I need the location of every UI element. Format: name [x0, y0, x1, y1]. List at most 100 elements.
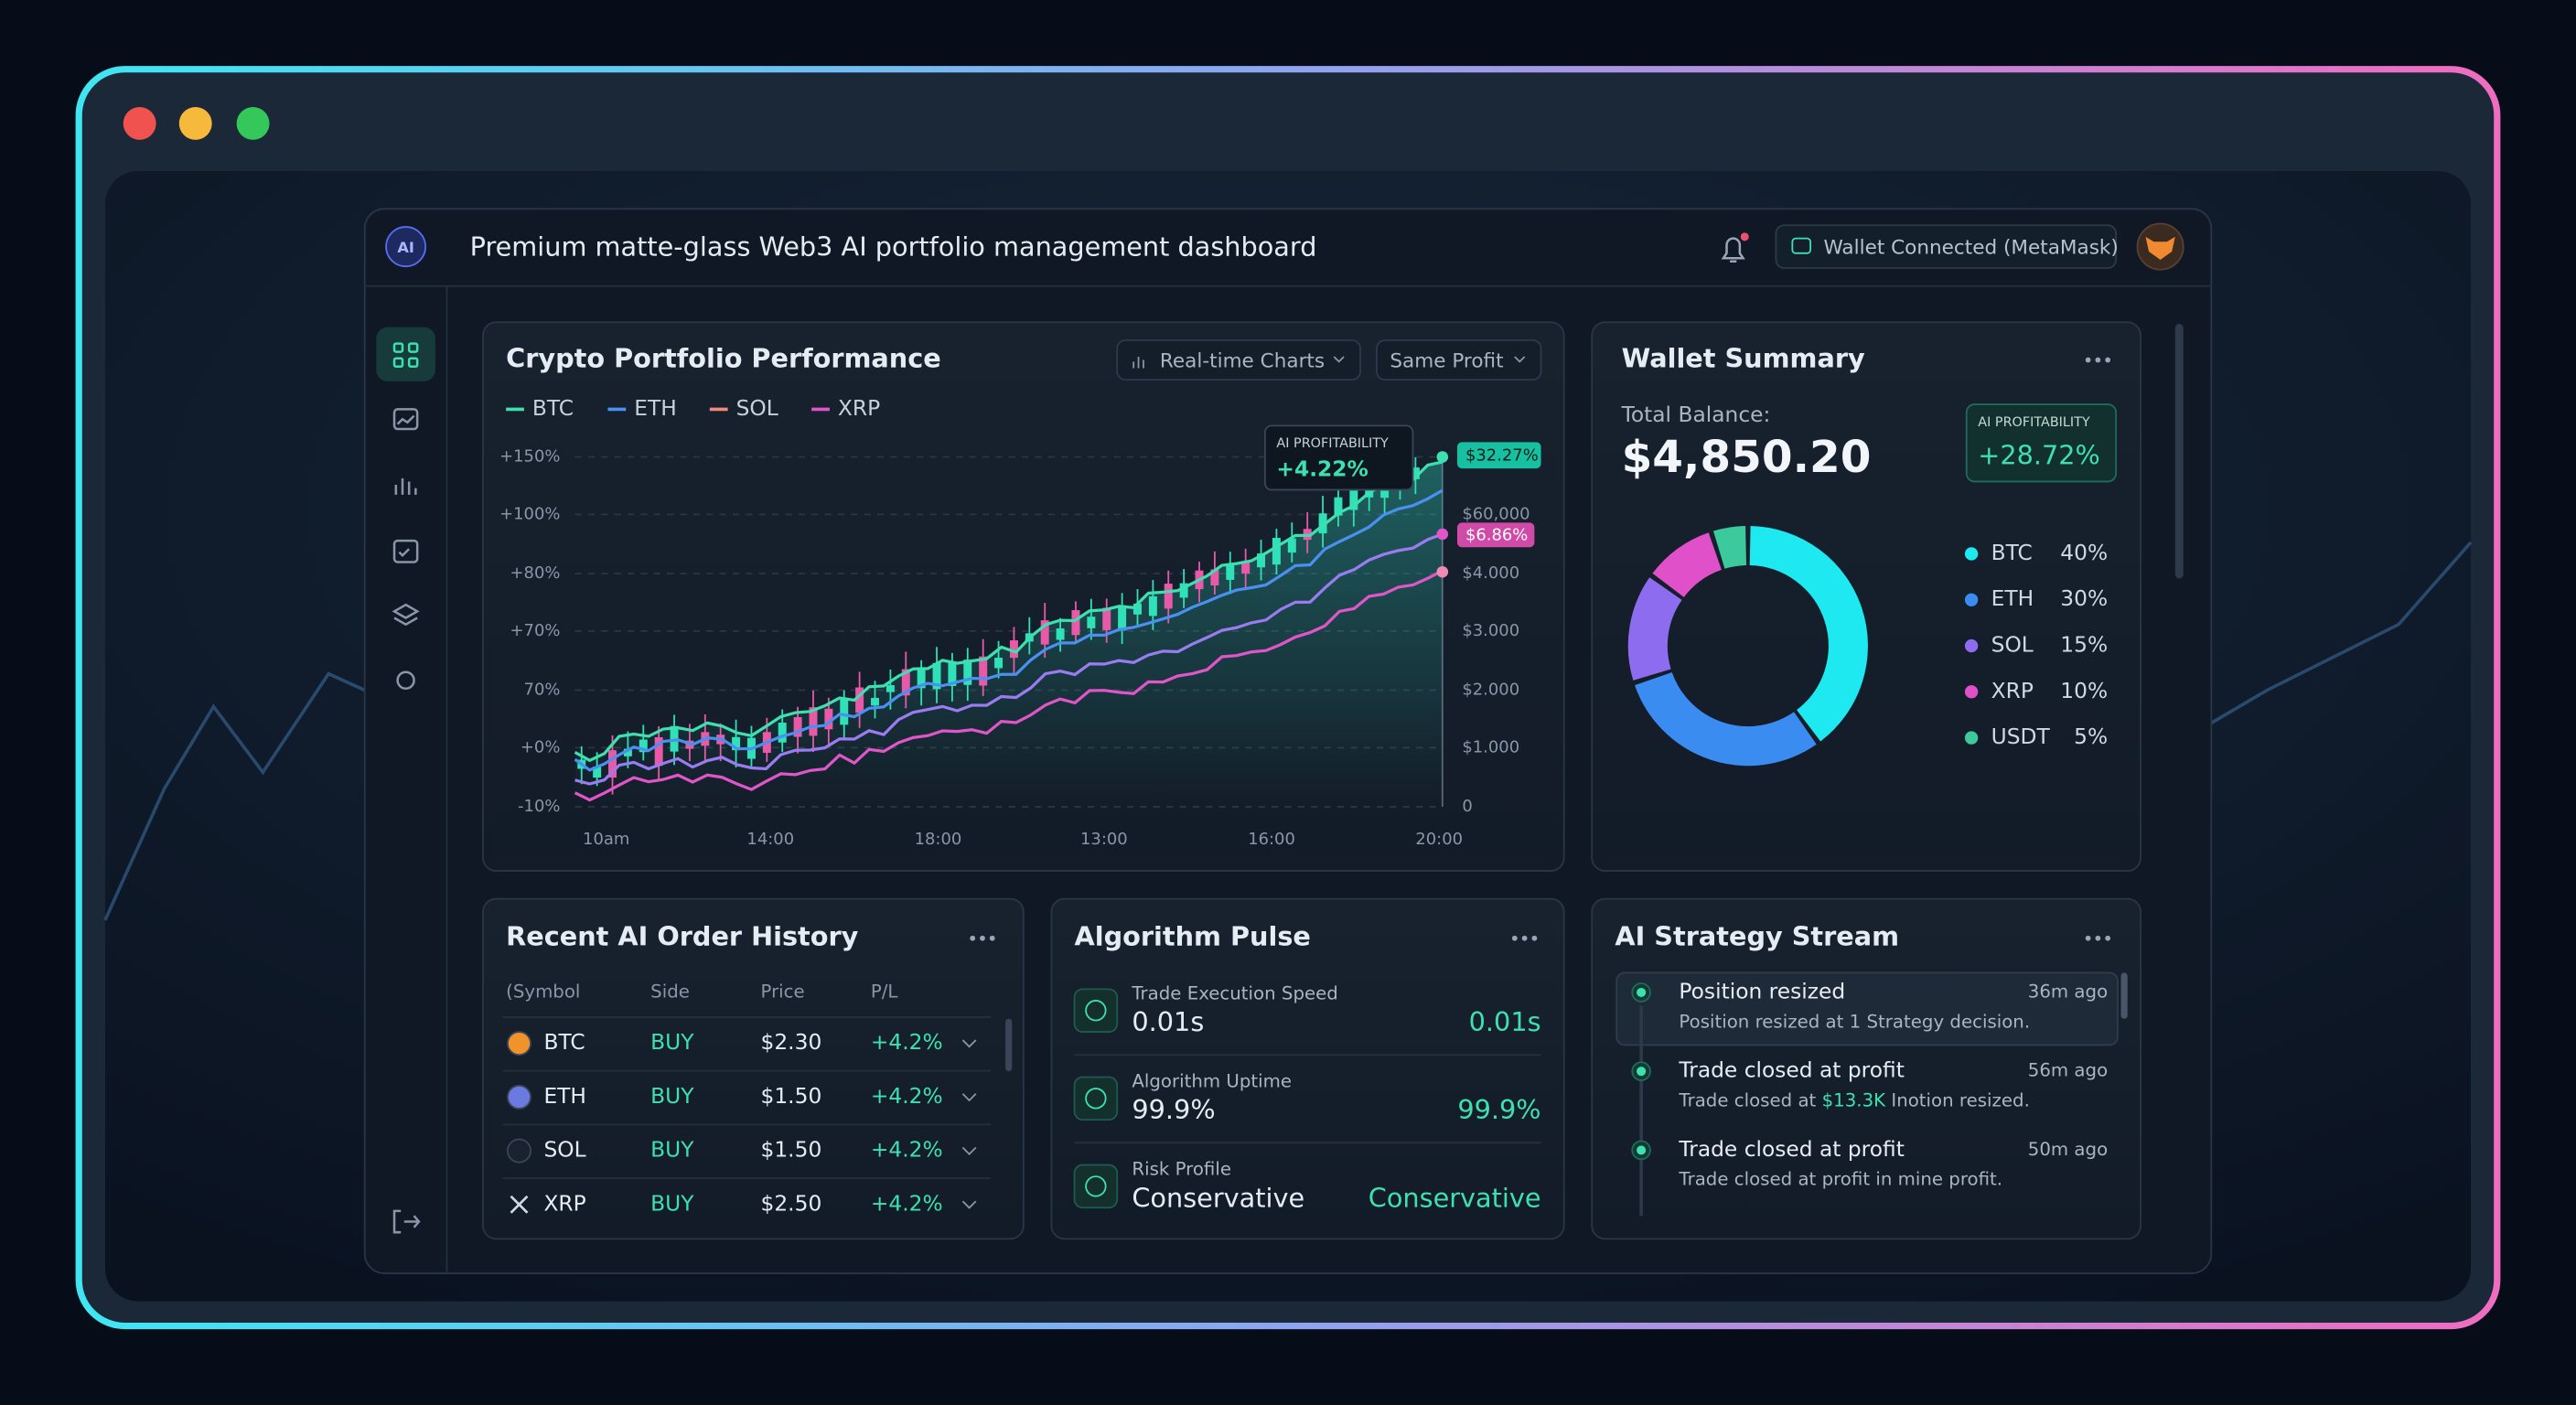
- dropdown-label: Real-time Charts: [1160, 349, 1325, 372]
- nav-logout[interactable]: [392, 1209, 421, 1234]
- more-dot[interactable]: [2095, 935, 2101, 941]
- stream-dot-core: [1637, 987, 1647, 998]
- candle: [824, 708, 833, 730]
- candle: [793, 716, 802, 737]
- logo: [385, 226, 427, 268]
- order-cell: +4.2%: [871, 1083, 943, 1109]
- candle: [948, 661, 957, 686]
- order-cell: +4.2%: [871, 1029, 943, 1055]
- orders-scrollbar: [1005, 1018, 1013, 1072]
- candle: [1164, 584, 1173, 609]
- more-dot[interactable]: [2095, 357, 2101, 363]
- bell-icon[interactable]: [1721, 237, 1745, 263]
- legend-label: XRP: [838, 395, 880, 421]
- more-dot[interactable]: [1511, 935, 1518, 941]
- candle: [1102, 607, 1111, 630]
- more-dot[interactable]: [2085, 935, 2091, 941]
- stream-desc-part: Position resized at 1 Strategy decision.: [1679, 1011, 2030, 1032]
- card-title: Wallet Summary: [1622, 343, 1865, 374]
- order-cell: BUY: [650, 1137, 694, 1163]
- badge-text: $32.27%: [1465, 446, 1539, 466]
- nav-settings[interactable]: [396, 670, 415, 690]
- more-dot[interactable]: [1521, 935, 1528, 941]
- stream-dot-core: [1637, 1067, 1647, 1077]
- maximize-dot[interactable]: [236, 106, 270, 140]
- candle: [809, 707, 818, 736]
- order-cell: +4.2%: [871, 1190, 943, 1216]
- legend-label: SOL: [736, 395, 778, 421]
- candle: [1226, 564, 1235, 580]
- more-dot[interactable]: [2085, 357, 2091, 363]
- order-cell: SOL: [543, 1137, 585, 1163]
- donut-segment: [1635, 671, 1817, 767]
- nav-orders[interactable]: [392, 539, 419, 563]
- order-cell: XRP: [543, 1190, 585, 1216]
- nav-layers[interactable]: [392, 603, 420, 627]
- pulse-value: 99.9%: [1132, 1094, 1215, 1125]
- minimize-dot[interactable]: [178, 106, 212, 140]
- row-expand[interactable]: [961, 1200, 977, 1209]
- area-fill: [574, 461, 1443, 808]
- close-dot[interactable]: [123, 106, 156, 140]
- stream-desc-part: Trade closed at: [1678, 1089, 1821, 1110]
- scrollbar[interactable]: [2174, 324, 2184, 579]
- nav-dashboard[interactable]: [392, 342, 419, 368]
- more-dot[interactable]: [970, 935, 976, 941]
- candle: [901, 669, 910, 696]
- wallet-status: Wallet Connected (MetaMask): [1823, 236, 2118, 259]
- candle: [608, 750, 617, 778]
- stream-desc: Trade closed at $13.3K Inotion resized.: [1678, 1089, 2029, 1110]
- row-expand[interactable]: [961, 1039, 977, 1048]
- row-expand[interactable]: [961, 1093, 977, 1102]
- stream-title: Position resized: [1679, 978, 1845, 1003]
- more-dot[interactable]: [1531, 935, 1538, 941]
- candle: [1056, 628, 1065, 640]
- candle: [623, 748, 632, 756]
- candle: [1148, 595, 1157, 617]
- coin-icon: [507, 1031, 531, 1056]
- wallet-button[interactable]: [1775, 224, 2118, 269]
- y2-tick-label: $3.000: [1462, 621, 1519, 640]
- dropdown-label: Same Profit: [1390, 349, 1503, 372]
- column-header: Side: [650, 981, 690, 1002]
- candle: [1334, 497, 1343, 516]
- candle: [639, 739, 648, 753]
- candle: [917, 669, 926, 689]
- donut-segment: [1749, 525, 1868, 742]
- row-expand[interactable]: [961, 1146, 977, 1155]
- donut-segment: [1652, 532, 1723, 598]
- nav-stats[interactable]: [394, 477, 417, 495]
- x-tick-label: 18:00: [915, 830, 962, 849]
- profit-label: AI PROFITABILITY: [1978, 415, 2090, 430]
- pulse-card: [1050, 897, 1565, 1240]
- more-dot[interactable]: [980, 935, 985, 941]
- more-dot[interactable]: [989, 935, 995, 941]
- stream-time: 50m ago: [2028, 1139, 2108, 1160]
- stream-desc: Position resized at 1 Strategy decision.: [1679, 1011, 2030, 1032]
- candle: [1210, 569, 1219, 585]
- candle: [1087, 617, 1096, 628]
- order-cell: +4.2%: [871, 1137, 943, 1163]
- y-tick-label: +70%: [510, 621, 561, 640]
- dropdown[interactable]: [1116, 339, 1361, 381]
- asset-name: BTC: [1991, 540, 2033, 565]
- more-dot[interactable]: [2105, 935, 2111, 941]
- order-cell: BTC: [543, 1029, 585, 1055]
- more-dot[interactable]: [2105, 357, 2111, 363]
- legend-dot: [1964, 593, 1979, 606]
- series-line: [574, 569, 1444, 802]
- pulse-glyph: [1085, 1088, 1107, 1110]
- profit-value: +28.72%: [1978, 440, 2100, 471]
- series-line: [574, 488, 1444, 772]
- dropdown[interactable]: [1376, 339, 1542, 381]
- bar-icon: [1132, 356, 1144, 369]
- coin-icon: [510, 1195, 529, 1214]
- nav-charts[interactable]: [392, 408, 419, 431]
- stream-desc-part: Trade closed at profit in mine profit.: [1678, 1168, 2002, 1189]
- tooltip-value: +4.22%: [1276, 456, 1368, 481]
- asset-share: 5%: [2074, 724, 2108, 749]
- pulse-icon: [1073, 1076, 1119, 1121]
- asset-share: 30%: [2060, 585, 2108, 611]
- candle: [1257, 553, 1266, 568]
